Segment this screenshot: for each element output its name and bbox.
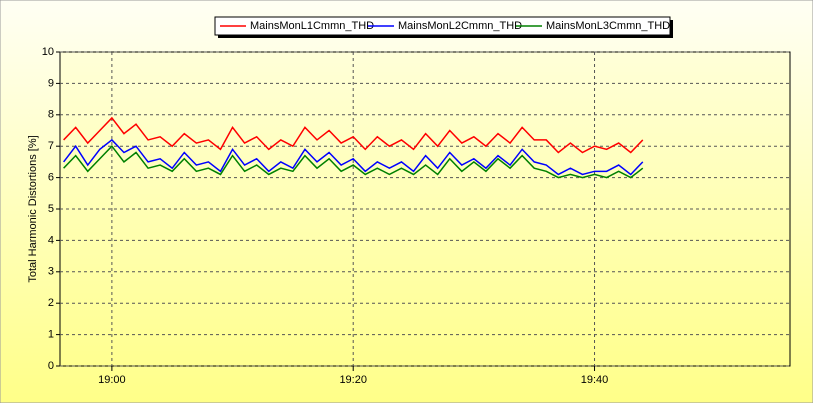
y-tick-label: 0 bbox=[48, 360, 54, 372]
y-tick-label: 2 bbox=[48, 297, 54, 309]
y-tick-label: 10 bbox=[42, 46, 54, 58]
y-tick-label: 5 bbox=[48, 203, 54, 215]
legend bbox=[214, 16, 671, 36]
series-line bbox=[63, 116, 644, 154]
series-line bbox=[63, 138, 644, 176]
y-tick-label: 1 bbox=[48, 329, 54, 341]
y-tick-label: 6 bbox=[48, 172, 54, 184]
legend-label: MainsMonL2Cmmn_THD bbox=[398, 20, 522, 32]
x-tick-label: 19:20 bbox=[339, 374, 367, 386]
y-tick-label: 9 bbox=[48, 77, 54, 89]
legend-label: MainsMonL3Cmmn_THD bbox=[546, 20, 670, 32]
series-line bbox=[63, 145, 644, 179]
legend-label: MainsMonL1Cmmn_THD bbox=[250, 20, 374, 32]
y-axis-label: Total Harmonic Distortions [%] bbox=[27, 135, 39, 282]
x-tick-label: 19:40 bbox=[581, 374, 609, 386]
y-tick-label: 3 bbox=[48, 266, 54, 278]
y-tick-label: 8 bbox=[48, 109, 54, 121]
y-tick-label: 7 bbox=[48, 140, 54, 152]
y-tick-label: 4 bbox=[48, 234, 54, 246]
x-tick-label: 19:00 bbox=[98, 374, 126, 386]
